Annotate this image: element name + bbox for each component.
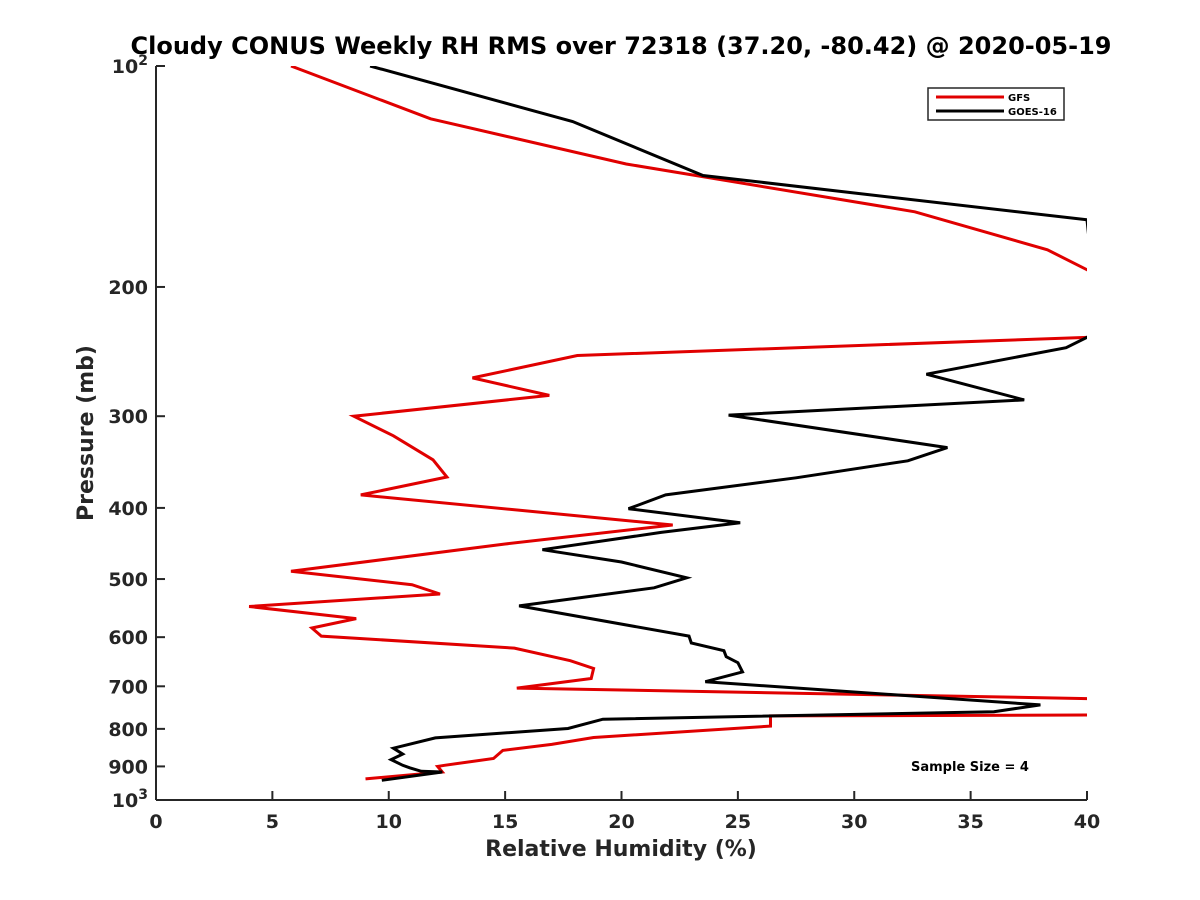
x-axis-label: Relative Humidity (%) bbox=[485, 837, 757, 862]
x-tick-label: 40 bbox=[1074, 811, 1100, 833]
x-tick-label: 5 bbox=[266, 811, 279, 833]
x-tick-label: 30 bbox=[841, 811, 867, 833]
y-tick-label: 600 bbox=[108, 627, 148, 649]
legend-box bbox=[927, 87, 1065, 121]
y-axis-label: Pressure (mb) bbox=[74, 345, 99, 521]
x-tick-label: 25 bbox=[725, 811, 751, 833]
y-tick-label: 102 bbox=[112, 53, 148, 78]
y-tick-label: 200 bbox=[108, 277, 148, 299]
x-tick-label: 10 bbox=[376, 811, 402, 833]
legend-label-gfs: GFS bbox=[1008, 93, 1030, 104]
x-tick-label: 0 bbox=[149, 811, 162, 833]
sample-size-annotation: Sample Size = 4 bbox=[911, 760, 1029, 775]
legend-label-goes16: GOES-16 bbox=[1008, 107, 1057, 118]
y-tick-label: 300 bbox=[108, 406, 148, 428]
plot-lines bbox=[248, 66, 1087, 782]
x-tick-label: 15 bbox=[492, 811, 518, 833]
x-tick-label: 20 bbox=[608, 811, 634, 833]
y-tick-label: 103 bbox=[112, 787, 148, 812]
x-tick-label: 35 bbox=[957, 811, 983, 833]
legend: GFS GOES-16 bbox=[927, 87, 1065, 121]
series-line-goes-16 bbox=[369, 66, 1087, 782]
y-tick-label: 800 bbox=[108, 719, 148, 741]
y-tick-label: 700 bbox=[108, 676, 148, 698]
y-ticks: 102 200 300 400 500 600 700 800 900 103 bbox=[108, 53, 165, 812]
series-line-gfs bbox=[248, 66, 1087, 781]
x-ticks: 0 5 10 15 20 25 30 35 40 bbox=[149, 791, 1100, 833]
y-tick-label: 900 bbox=[108, 756, 148, 778]
y-tick-label: 500 bbox=[108, 569, 148, 591]
chart-title: Cloudy CONUS Weekly RH RMS over 72318 (3… bbox=[131, 32, 1112, 60]
y-tick-label: 400 bbox=[108, 498, 148, 520]
